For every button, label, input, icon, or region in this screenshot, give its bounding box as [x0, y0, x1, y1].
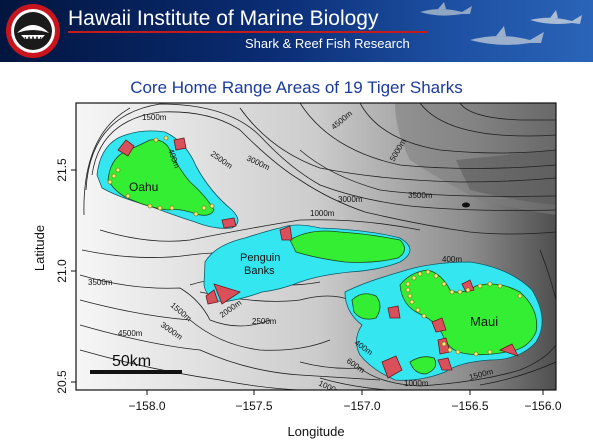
- deep-water-patch: [456, 150, 556, 205]
- x-axis-title: Longitude: [287, 424, 344, 439]
- oahu-label: Oahu: [129, 180, 158, 194]
- contour-label: 1500m: [142, 113, 167, 122]
- x-tick-label: −157.0: [343, 399, 380, 413]
- y-tick-labels: 20.5 21.0 21.5: [55, 158, 69, 394]
- molokai-island: [289, 230, 405, 263]
- kahoolawe-island: [409, 356, 437, 375]
- tiger-shark-range-map: 1500m 2500m 3000m 4500m 5000m 400m 3000m…: [32, 102, 562, 439]
- scale-bar: [90, 370, 182, 374]
- core-range-areas: [117, 137, 519, 379]
- lanai-island: [351, 293, 381, 320]
- contour-label: 2500m: [252, 317, 277, 326]
- scale-bar-label: 50km: [112, 353, 151, 370]
- x-tick-label: −158.0: [128, 399, 165, 413]
- y-tick-label: 21.5: [55, 158, 69, 182]
- y-tick-label: 21.0: [55, 259, 69, 283]
- institute-title: Hawaii Institute of Marine Biology: [68, 7, 379, 30]
- swimming-sharks-icon: [420, 2, 582, 45]
- penguin-label: Penguin: [240, 252, 280, 264]
- shark-logo-icon: [6, 4, 60, 58]
- header-banner: Hawaii Institute of Marine Biology Shark…: [0, 0, 593, 62]
- maui-label: Maui: [470, 314, 498, 329]
- contour-label: 3500m: [88, 278, 113, 287]
- contour-label: 1000m: [404, 379, 429, 388]
- shark-marker-icon: [462, 202, 470, 208]
- title-divider: [68, 31, 428, 33]
- contour-label: 1000m: [310, 209, 335, 218]
- banks-label: Banks: [244, 265, 275, 277]
- contour-label: 3000m: [338, 195, 363, 204]
- axis-ticks: [71, 169, 544, 395]
- y-tick-label: 20.5: [55, 370, 69, 394]
- contour-label: 400m: [442, 255, 462, 264]
- x-tick-label: −157.5: [235, 399, 272, 413]
- x-tick-labels: −158.0 −157.5 −157.0 −156.5 −156.0: [128, 399, 561, 413]
- map-title: Core Home Range Areas of 19 Tiger Sharks: [130, 78, 463, 97]
- research-subtitle: Shark & Reef Fish Research: [245, 36, 410, 51]
- contour-label: 1000m: [317, 379, 343, 398]
- receiver-stations: [107, 135, 523, 357]
- contour-label: 3500m: [408, 191, 433, 200]
- x-tick-label: −156.5: [451, 399, 488, 413]
- map-frame: [75, 102, 557, 391]
- y-axis-title: Latitude: [32, 225, 47, 271]
- x-tick-label: −156.0: [524, 399, 561, 413]
- contour-label: 4500m: [118, 329, 143, 338]
